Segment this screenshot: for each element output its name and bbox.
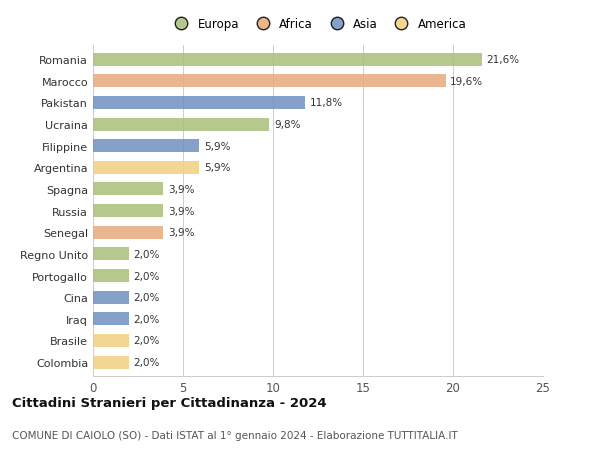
Bar [93,356,129,369]
Bar [93,75,446,88]
Bar [93,53,482,67]
Text: 19,6%: 19,6% [450,77,484,87]
Text: COMUNE DI CAIOLO (SO) - Dati ISTAT al 1° gennaio 2024 - Elaborazione TUTTITALIA.: COMUNE DI CAIOLO (SO) - Dati ISTAT al 1°… [12,431,458,440]
Bar [93,205,163,218]
Text: 21,6%: 21,6% [487,55,520,65]
Text: 3,9%: 3,9% [168,185,194,195]
Text: 2,0%: 2,0% [133,271,160,281]
Text: 3,9%: 3,9% [168,206,194,216]
Bar [93,269,129,282]
Text: 2,0%: 2,0% [133,249,160,259]
Text: 2,0%: 2,0% [133,314,160,324]
Text: 2,0%: 2,0% [133,336,160,346]
Bar [93,226,163,239]
Text: 5,9%: 5,9% [204,141,230,151]
Bar [93,162,199,174]
Text: 9,8%: 9,8% [274,120,301,130]
Bar [93,118,269,131]
Legend: Europa, Africa, Asia, America: Europa, Africa, Asia, America [167,16,469,34]
Text: 3,9%: 3,9% [168,228,194,238]
Bar [93,334,129,347]
Text: 5,9%: 5,9% [204,163,230,173]
Text: 2,0%: 2,0% [133,358,160,367]
Bar [93,248,129,261]
Bar [93,140,199,153]
Text: 11,8%: 11,8% [310,98,343,108]
Bar [93,97,305,110]
Text: Cittadini Stranieri per Cittadinanza - 2024: Cittadini Stranieri per Cittadinanza - 2… [12,396,326,409]
Bar [93,183,163,196]
Text: 2,0%: 2,0% [133,292,160,302]
Bar [93,291,129,304]
Bar [93,313,129,325]
